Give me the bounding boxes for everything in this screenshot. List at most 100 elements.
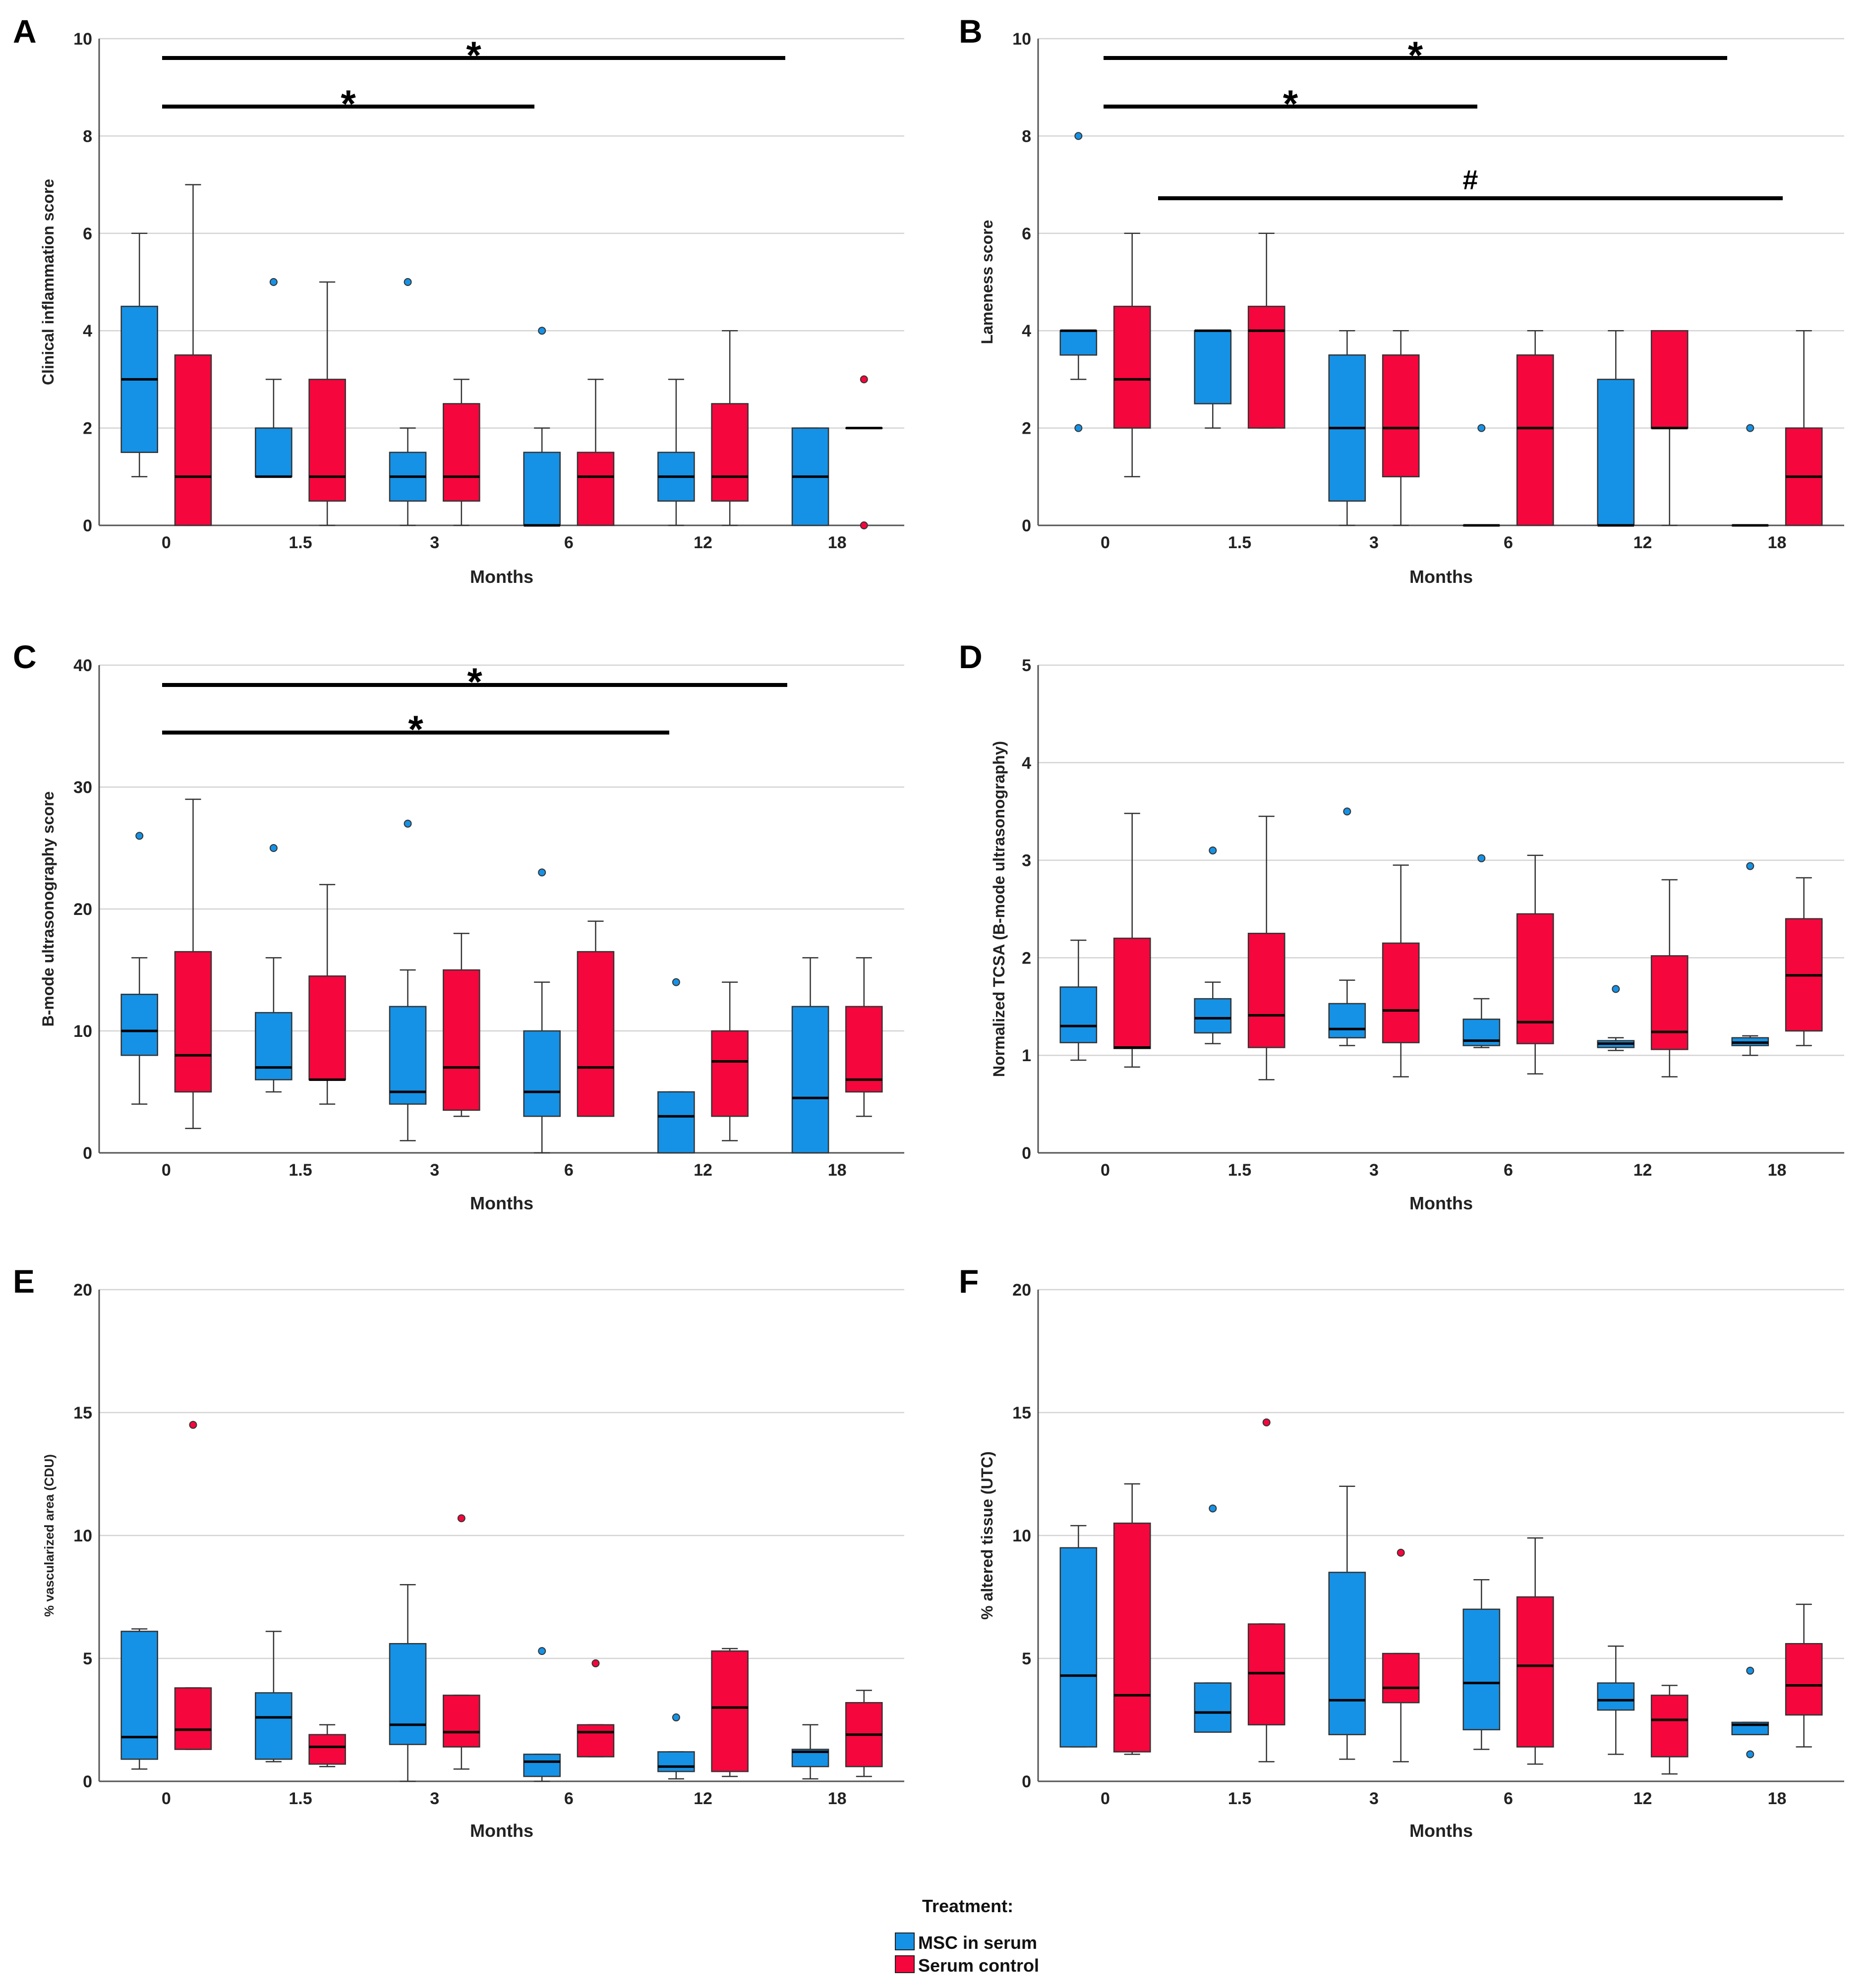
box-serum-control xyxy=(1382,354,1420,478)
x-tick-label-c: 18 xyxy=(828,1161,847,1180)
y-axis-label-f: % altered tissue (UTC) xyxy=(978,1451,996,1620)
y-tick-label-d: 0 xyxy=(1022,1144,1031,1163)
y-tick-label-b: 8 xyxy=(1022,127,1031,146)
outlier-point xyxy=(1262,1418,1271,1426)
y-tick-label-e: 0 xyxy=(83,1772,92,1791)
box-msc-in-serum xyxy=(1462,1608,1501,1731)
box-msc-in-serum xyxy=(523,1030,561,1117)
x-tick-label-f: 6 xyxy=(1504,1789,1513,1808)
y-axis-label-c: B-mode ultrasonography score xyxy=(39,792,57,1027)
y-tick-label-f: 20 xyxy=(1012,1281,1031,1300)
y-axis-label-e: % vascularized area (CDU) xyxy=(42,1454,57,1617)
box-serum-control xyxy=(1382,942,1420,1043)
significance-label: * xyxy=(467,660,482,703)
y-tick-label-e: 5 xyxy=(83,1649,92,1668)
panel-e-chart: E 0 5 10 15 20 0 1.5 3 6 12 18 Months % vascularized … xyxy=(13,1263,904,1841)
box-serum-control xyxy=(711,1650,749,1772)
outlier-point xyxy=(1397,1548,1405,1557)
outlier-point xyxy=(860,375,868,384)
x-tick-label-c: 12 xyxy=(694,1161,712,1180)
panel-label-d: D xyxy=(959,638,983,675)
box-msc-in-serum xyxy=(523,1754,561,1777)
box-serum-control xyxy=(1113,305,1151,429)
box-msc-in-serum xyxy=(1328,1003,1366,1039)
y-tick-label-c: 10 xyxy=(73,1022,92,1041)
y-tick-label-c: 0 xyxy=(83,1144,92,1163)
panel-a-chart: A 0 2 4 6 8 10 0 1.5 3 6 12 18 Months Clinical inflamm… xyxy=(13,13,904,587)
panel-label-a: A xyxy=(13,13,37,50)
outlier-point xyxy=(538,868,546,877)
significance-label: * xyxy=(408,707,423,751)
x-tick-label-e: 6 xyxy=(564,1789,574,1808)
x-tick-label-e: 12 xyxy=(694,1789,712,1808)
box-msc-in-serum xyxy=(523,452,561,526)
x-tick-label-b: 0 xyxy=(1101,533,1110,552)
box-serum-control xyxy=(1650,1695,1689,1758)
box-serum-control xyxy=(1650,330,1689,429)
significance-label: # xyxy=(1462,164,1478,195)
y-tick-label-a: 2 xyxy=(83,419,92,438)
outlier-point xyxy=(1477,854,1486,862)
y-tick-label-c: 30 xyxy=(73,778,92,797)
box-serum-control xyxy=(308,1734,346,1765)
box-serum-control xyxy=(1113,1522,1151,1753)
x-tick-label-a: 1.5 xyxy=(289,533,312,552)
y-tick-label-b: 10 xyxy=(1012,30,1031,49)
box-msc-in-serum xyxy=(255,1012,292,1080)
outlier-point xyxy=(404,819,412,828)
y-tick-label-a: 4 xyxy=(83,322,92,341)
outlier-point xyxy=(538,327,546,335)
box-msc-in-serum xyxy=(120,993,158,1056)
x-tick-label-d: 12 xyxy=(1634,1161,1652,1180)
x-tick-label-a: 0 xyxy=(162,533,171,552)
y-tick-label-f: 10 xyxy=(1012,1527,1031,1545)
box-serum-control xyxy=(1247,305,1285,429)
panel-f-chart: F 0 5 10 15 20 0 1.5 3 6 12 18 Months % altered tissu… xyxy=(959,1263,1844,1841)
box-msc-in-serum xyxy=(1059,1547,1098,1748)
outlier-point xyxy=(1746,1750,1754,1759)
outlier-point xyxy=(672,1713,680,1722)
y-tick-label-e: 10 xyxy=(73,1527,92,1545)
y-tick-label-d: 4 xyxy=(1022,754,1031,773)
box-msc-in-serum xyxy=(1194,1682,1232,1733)
x-tick-label-e: 18 xyxy=(828,1789,847,1808)
significance-label: * xyxy=(466,33,481,77)
y-tick-label-a: 8 xyxy=(83,127,92,146)
x-axis-label-d: Months xyxy=(1409,1193,1473,1213)
box-msc-in-serum xyxy=(657,1091,695,1154)
box-serum-control xyxy=(1382,1652,1420,1704)
box-msc-in-serum xyxy=(657,1751,695,1772)
y-tick-label-f: 5 xyxy=(1022,1649,1031,1668)
y-tick-label-b: 4 xyxy=(1022,322,1031,341)
panel-label-f: F xyxy=(959,1263,979,1300)
box-msc-in-serum xyxy=(1597,379,1635,526)
box-msc-in-serum xyxy=(1194,330,1232,404)
box-msc-in-serum xyxy=(1059,330,1098,356)
outlier-point xyxy=(269,278,278,286)
x-tick-label-c: 3 xyxy=(430,1161,439,1180)
outlier-point xyxy=(1343,807,1351,816)
box-serum-control xyxy=(1516,1596,1554,1748)
x-tick-label-d: 3 xyxy=(1369,1161,1379,1180)
y-tick-label-d: 2 xyxy=(1022,949,1031,967)
box-serum-control xyxy=(1785,1643,1823,1716)
box-msc-in-serum xyxy=(389,1643,427,1745)
x-tick-label-d: 6 xyxy=(1504,1161,1513,1180)
box-msc-in-serum xyxy=(1059,986,1098,1043)
x-tick-label-b: 18 xyxy=(1768,533,1787,552)
outlier-point xyxy=(457,1514,466,1523)
outlier-point xyxy=(1209,1504,1217,1513)
box-msc-in-serum xyxy=(791,1006,829,1154)
y-tick-label-a: 6 xyxy=(83,225,92,243)
y-axis-label-d: Normalized TCSA (B-mode ultrasonography) xyxy=(990,741,1008,1077)
x-tick-label-b: 6 xyxy=(1504,533,1513,552)
outlier-point xyxy=(1074,424,1083,432)
panel-label-b: B xyxy=(959,13,983,50)
x-tick-label-e: 3 xyxy=(430,1789,439,1808)
x-tick-label-f: 1.5 xyxy=(1228,1789,1251,1808)
outlier-point xyxy=(1746,1666,1754,1675)
panel-c-chart: C 0 10 20 30 40 0 1.5 3 6 12 18 Months B-mode ultraso… xyxy=(13,638,904,1213)
legend-label-control: Serum control xyxy=(918,1955,1039,1976)
x-axis-label-e: Months xyxy=(470,1820,533,1841)
box-msc-in-serum xyxy=(1194,998,1232,1034)
